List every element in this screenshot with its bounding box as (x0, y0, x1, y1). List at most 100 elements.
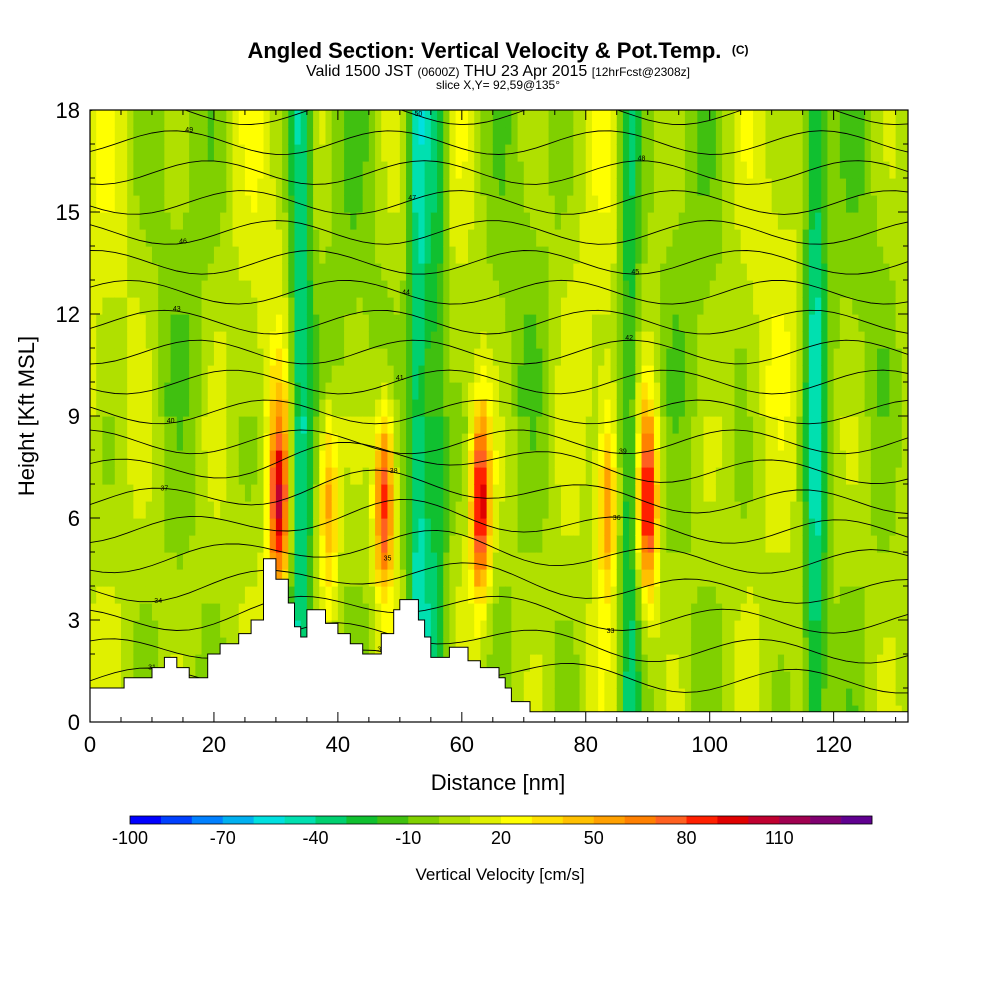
field-cell (201, 637, 209, 655)
field-cell (238, 280, 246, 298)
field-cell (257, 348, 265, 366)
field-cell (808, 467, 816, 485)
field-cell (808, 620, 816, 638)
field-cell (170, 161, 178, 179)
field-cell (139, 603, 147, 621)
field-cell (90, 569, 97, 587)
field-cell (827, 518, 835, 536)
field-cell (387, 229, 395, 247)
field-cell (182, 450, 190, 468)
field-cell (158, 382, 165, 400)
field-cell (313, 467, 320, 485)
colorbar-swatch (779, 816, 811, 824)
field-cell (734, 637, 742, 655)
field-cell (474, 399, 482, 417)
field-cell (777, 654, 785, 672)
field-cell (722, 535, 729, 553)
field-cell (709, 450, 717, 468)
field-cell (449, 518, 457, 536)
field-cell (213, 416, 221, 434)
field-cell (350, 229, 358, 247)
field-cell (486, 331, 494, 349)
field-cell (461, 501, 469, 519)
theta-contour (90, 498, 908, 544)
field-cell (430, 552, 438, 570)
field-cell (306, 144, 314, 162)
field-cell (579, 110, 587, 128)
field-cell (771, 195, 779, 213)
field-cell (213, 501, 221, 519)
field-cell (443, 603, 451, 621)
field-cell (660, 365, 667, 383)
field-cell (127, 331, 134, 349)
field-cell (883, 161, 891, 179)
field-cell (505, 535, 512, 553)
field-cell (145, 518, 153, 536)
field-cell (678, 586, 686, 604)
field-cell (455, 586, 463, 604)
field-cell (362, 518, 370, 536)
field-cell (127, 144, 134, 162)
field-cell (288, 331, 296, 349)
field-cell (864, 229, 872, 247)
field-cell (765, 178, 773, 196)
field-cell (102, 382, 110, 400)
field-cell (418, 586, 426, 604)
field-cell (827, 603, 835, 621)
field-cell (133, 450, 141, 468)
field-cell (610, 603, 618, 621)
field-cell (604, 144, 612, 162)
field-cell (833, 654, 841, 672)
field-cell (771, 127, 779, 145)
field-cell (895, 637, 903, 655)
field-cell (158, 416, 165, 434)
field-cell (474, 195, 482, 213)
field-cell (108, 535, 116, 553)
field-cell (275, 161, 283, 179)
field-cell (728, 348, 736, 366)
field-cell (604, 314, 612, 332)
field-cell (461, 178, 469, 196)
field-cell (207, 484, 215, 502)
theta-contour (90, 190, 908, 215)
field-cell (790, 416, 798, 434)
field-cell (703, 229, 711, 247)
field-cell (777, 195, 785, 213)
field-cell (480, 110, 488, 128)
field-cell (170, 297, 178, 315)
field-cell (765, 229, 773, 247)
field-cell (591, 535, 599, 553)
field-cell (802, 688, 810, 706)
field-cell (337, 569, 345, 587)
field-cell (344, 195, 351, 213)
field-cell (319, 501, 327, 519)
field-cell (759, 127, 767, 145)
field-cell (598, 535, 605, 553)
field-cell (133, 382, 141, 400)
field-cell (207, 280, 215, 298)
field-cell (449, 178, 457, 196)
field-cell (765, 212, 773, 230)
field-cell (133, 552, 141, 570)
field-cell (96, 637, 103, 655)
field-cell (381, 246, 389, 264)
field-cell (821, 314, 829, 332)
field-cell (331, 467, 339, 485)
field-cell (176, 178, 184, 196)
field-cell (684, 450, 692, 468)
field-cell (585, 382, 593, 400)
field-cell (895, 433, 903, 451)
field-cell (827, 620, 835, 638)
field-cell (610, 654, 618, 672)
field-cell (746, 348, 754, 366)
field-cell (461, 280, 469, 298)
field-cell (108, 161, 116, 179)
field-cell (443, 518, 451, 536)
field-cell (728, 603, 736, 621)
field-cell (319, 297, 327, 315)
field-cell (852, 484, 860, 502)
field-cell (114, 603, 122, 621)
field-cell (678, 365, 686, 383)
field-cell (858, 433, 866, 451)
field-cell (424, 620, 432, 638)
